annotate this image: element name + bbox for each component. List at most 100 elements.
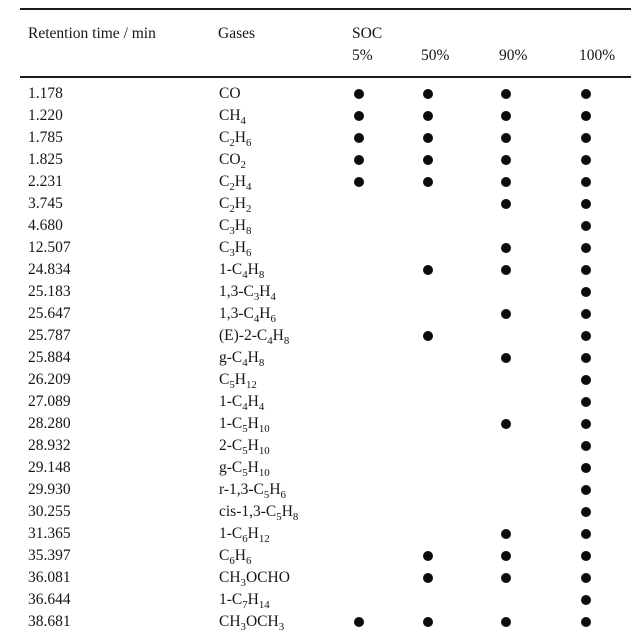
soc-presence-cell-100pct — [579, 77, 631, 105]
soc-presence-cell-100pct — [579, 127, 631, 149]
soc-presence-cell-100pct — [579, 391, 631, 413]
retention-time-cell: 25.884 — [28, 349, 71, 366]
retention-time-cell: 12.507 — [28, 239, 71, 256]
table-row: 24.834 1-C4H8 — [20, 259, 631, 281]
presence-dot-icon — [501, 133, 511, 143]
soc-presence-cell-5pct — [352, 193, 421, 215]
soc-presence-cell-100pct — [579, 171, 631, 193]
column-header-soc-5: 5% — [352, 47, 373, 64]
soc-presence-cell-100pct — [579, 193, 631, 215]
soc-presence-cell-5pct — [352, 215, 421, 237]
soc-presence-cell-50pct — [421, 413, 499, 435]
table-row: 28.932 2-C5H10 — [20, 435, 631, 457]
presence-dot-icon — [501, 199, 511, 209]
table-row: 29.930 r-1,3-C5H6 — [20, 479, 631, 501]
gas-name-cell: 1-C7H14 — [219, 591, 270, 612]
presence-dot-icon — [581, 551, 591, 561]
soc-presence-cell-5pct — [352, 369, 421, 391]
gas-name-cell: C6H6 — [219, 547, 252, 568]
presence-dot-icon — [354, 111, 364, 121]
presence-dot-icon — [501, 177, 511, 187]
soc-presence-cell-50pct — [421, 77, 499, 105]
soc-presence-cell-90pct — [499, 259, 579, 281]
presence-dot-icon — [581, 573, 591, 583]
presence-dot-icon — [423, 573, 433, 583]
table-row: 1.178 CO — [20, 77, 631, 105]
table-row: 30.255 cis-1,3-C5H8 — [20, 501, 631, 523]
soc-presence-cell-5pct — [352, 611, 421, 634]
table-row: 36.081 CH3OCHO — [20, 567, 631, 589]
presence-dot-icon — [501, 419, 511, 429]
column-header-soc-50: 50% — [421, 47, 450, 64]
soc-presence-cell-50pct — [421, 347, 499, 369]
retention-time-cell: 27.089 — [28, 393, 71, 410]
presence-dot-icon — [581, 617, 591, 627]
soc-presence-cell-90pct — [499, 611, 579, 634]
presence-dot-icon — [354, 89, 364, 99]
soc-presence-cell-50pct — [421, 589, 499, 611]
table-row: 38.681 CH3OCH3 — [20, 611, 631, 634]
soc-presence-cell-50pct — [421, 545, 499, 567]
gas-name-cell: 1-C6H12 — [219, 525, 270, 546]
presence-dot-icon — [501, 309, 511, 319]
table-row: 36.644 1-C7H14 — [20, 589, 631, 611]
soc-presence-cell-50pct — [421, 215, 499, 237]
presence-dot-icon — [354, 177, 364, 187]
table-row: 28.280 1-C5H10 — [20, 413, 631, 435]
table-row: 27.089 1-C4H4 — [20, 391, 631, 413]
presence-dot-icon — [501, 155, 511, 165]
soc-presence-cell-50pct — [421, 325, 499, 347]
presence-dot-icon — [581, 441, 591, 451]
soc-presence-cell-90pct — [499, 281, 579, 303]
presence-dot-icon — [581, 155, 591, 165]
soc-presence-cell-5pct — [352, 77, 421, 105]
soc-presence-cell-100pct — [579, 413, 631, 435]
presence-dot-icon — [423, 551, 433, 561]
soc-presence-cell-100pct — [579, 215, 631, 237]
column-header-soc-100: 100% — [579, 47, 616, 64]
column-group-header-soc: SOC — [352, 25, 383, 42]
soc-presence-cell-100pct — [579, 347, 631, 369]
soc-presence-cell-5pct — [352, 149, 421, 171]
retention-time-cell: 38.681 — [28, 613, 71, 630]
presence-dot-icon — [501, 573, 511, 583]
soc-presence-cell-5pct — [352, 281, 421, 303]
soc-presence-cell-50pct — [421, 303, 499, 325]
soc-presence-cell-100pct — [579, 611, 631, 634]
soc-presence-cell-100pct — [579, 435, 631, 457]
soc-presence-cell-90pct — [499, 347, 579, 369]
retention-time-cell: 29.930 — [28, 481, 71, 498]
gas-name-cell: CH3OCH3 — [219, 613, 285, 634]
soc-presence-cell-50pct — [421, 501, 499, 523]
retention-time-cell: 3.745 — [28, 195, 63, 212]
presence-dot-icon — [501, 89, 511, 99]
soc-presence-cell-100pct — [579, 545, 631, 567]
gas-name-cell: cis-1,3-C5H8 — [219, 503, 299, 524]
soc-presence-cell-100pct — [579, 501, 631, 523]
presence-dot-icon — [581, 243, 591, 253]
retention-time-cell: 29.148 — [28, 459, 71, 476]
presence-dot-icon — [354, 617, 364, 627]
retention-time-cell: 1.825 — [28, 151, 63, 168]
gas-name-cell: 1,3-C4H6 — [219, 305, 276, 326]
presence-dot-icon — [423, 177, 433, 187]
presence-dot-icon — [423, 617, 433, 627]
soc-presence-cell-100pct — [579, 281, 631, 303]
table-header: Retention time / min Gases SOC 5% 50% 90… — [20, 9, 632, 77]
table-row: 2.231 C2H4 — [20, 171, 631, 193]
soc-presence-cell-5pct — [352, 303, 421, 325]
soc-presence-cell-50pct — [421, 523, 499, 545]
presence-dot-icon — [501, 529, 511, 539]
table-row: 1.785 C2H6 — [20, 127, 631, 149]
presence-dot-icon — [354, 155, 364, 165]
retention-time-cell: 36.644 — [28, 591, 71, 608]
soc-presence-cell-50pct — [421, 237, 499, 259]
presence-dot-icon — [581, 309, 591, 319]
soc-presence-cell-90pct — [499, 171, 579, 193]
presence-dot-icon — [423, 331, 433, 341]
presence-dot-icon — [501, 265, 511, 275]
retention-time-cell: 1.785 — [28, 129, 63, 146]
gas-name-cell: (E)-2-C4H8 — [219, 327, 290, 348]
gas-name-cell: 2-C5H10 — [219, 437, 270, 458]
gas-name-cell: C3H6 — [219, 239, 252, 260]
